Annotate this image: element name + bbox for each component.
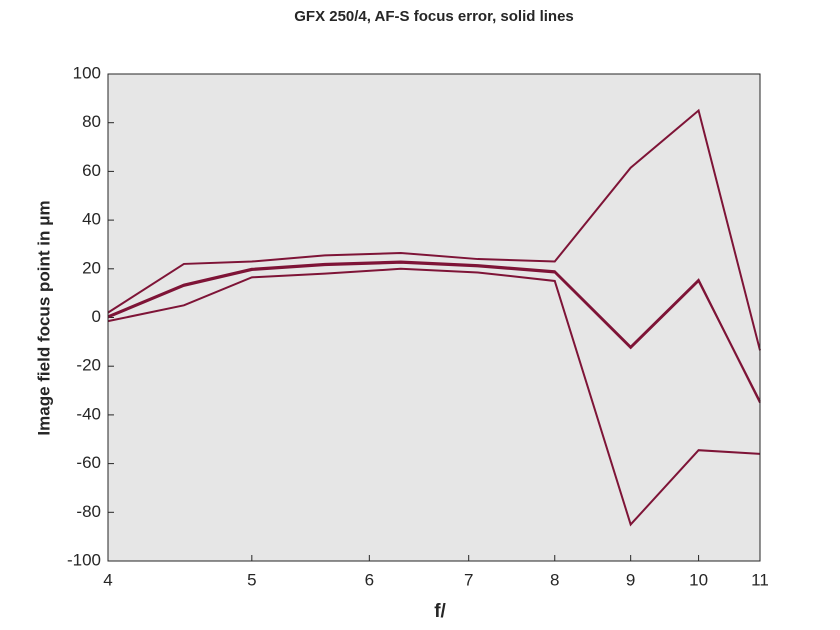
x-tick-label: 9	[626, 570, 635, 589]
series-line	[107, 267, 761, 527]
x-tick-label: 7	[464, 570, 473, 589]
y-tick-label: 80	[82, 112, 101, 131]
x-tick-label: 11	[751, 570, 769, 589]
series-line	[107, 261, 761, 402]
chart-title: GFX 250/4, AF-S focus error, solid lines	[294, 8, 574, 25]
plot-frame	[107, 73, 761, 562]
plot-area	[108, 74, 760, 561]
x-tick-label: 5	[247, 570, 256, 589]
x-axis-label: f/	[434, 601, 446, 622]
y-tick-label: 20	[82, 258, 101, 277]
y-tick-label: 0	[92, 307, 101, 326]
y-tick-label: -60	[76, 453, 101, 472]
y-tick-label: -40	[76, 404, 101, 423]
y-tick-label: -100	[67, 550, 101, 569]
series-line	[107, 108, 761, 351]
x-tick-label: 6	[365, 570, 374, 589]
y-tick-label: 60	[82, 161, 101, 180]
y-tick-label: -20	[76, 356, 101, 375]
x-tick-label: 10	[689, 570, 708, 589]
y-tick-label: -80	[76, 502, 101, 521]
y-tick-label: 40	[82, 210, 101, 229]
y-axis-label: Image field focus point in μm	[34, 200, 53, 435]
y-tick-label: 100	[73, 63, 101, 82]
x-tick-label: 8	[550, 570, 559, 589]
x-tick-label: 4	[103, 570, 112, 589]
